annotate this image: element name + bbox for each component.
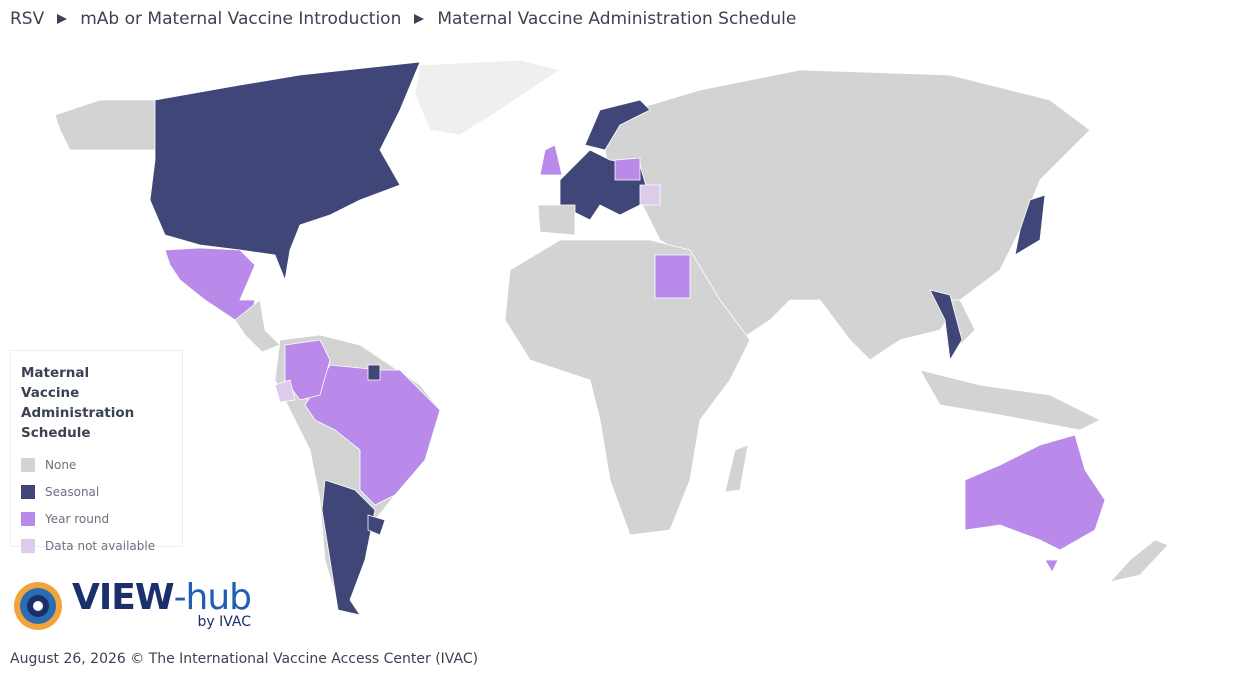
legend-swatch xyxy=(21,457,35,472)
country-region[interactable] xyxy=(1108,539,1169,583)
country-region[interactable] xyxy=(964,434,1106,551)
legend-swatch xyxy=(21,484,35,499)
breadcrumb-separator xyxy=(414,14,425,24)
country-region[interactable] xyxy=(1044,559,1059,573)
country-region[interactable] xyxy=(367,514,386,536)
country-region[interactable] xyxy=(919,369,1101,431)
legend-title: Maternal Vaccine Administration Schedule xyxy=(21,365,135,441)
legend-swatch xyxy=(21,511,35,526)
legend-item[interactable]: None xyxy=(21,451,172,478)
country-region[interactable] xyxy=(284,339,331,401)
breadcrumb: RSV mAb or Maternal Vaccine Introduction… xyxy=(10,9,796,29)
breadcrumb-item[interactable]: mAb or Maternal Vaccine Introduction xyxy=(80,9,402,29)
country-region[interactable] xyxy=(539,144,563,176)
legend-item[interactable]: Year round xyxy=(21,505,172,532)
legend-item[interactable]: Data not available xyxy=(21,532,172,559)
country-region[interactable] xyxy=(54,99,166,151)
country-region[interactable] xyxy=(304,364,441,506)
country-region[interactable] xyxy=(414,59,561,136)
logo: VIEW-hub by IVAC xyxy=(10,577,252,634)
legend-swatch xyxy=(21,538,35,553)
country-region[interactable] xyxy=(274,379,296,403)
country-region[interactable] xyxy=(614,157,641,181)
country-region[interactable] xyxy=(367,364,381,381)
country-region[interactable] xyxy=(149,61,421,282)
legend-label: None xyxy=(45,457,77,472)
breadcrumb-separator xyxy=(57,14,68,24)
country-region[interactable] xyxy=(929,289,963,362)
legend: Maternal Vaccine Administration Schedule… xyxy=(10,350,183,553)
logo-text: VIEW xyxy=(72,577,175,618)
country-region[interactable] xyxy=(639,184,661,206)
logo-byline: by IVAC xyxy=(197,614,252,630)
logo-text: -hub xyxy=(173,577,252,618)
country-region[interactable] xyxy=(724,444,749,493)
legend-label: Seasonal xyxy=(45,484,100,499)
country-region[interactable] xyxy=(504,239,751,536)
legend-item[interactable]: Seasonal xyxy=(21,478,172,505)
breadcrumb-item: Maternal Vaccine Administration Schedule xyxy=(437,9,797,29)
legend-label: Year round xyxy=(45,511,110,526)
country-region[interactable] xyxy=(1014,194,1046,256)
country-region[interactable] xyxy=(164,247,256,321)
country-region[interactable] xyxy=(584,99,651,151)
logo-icon xyxy=(14,582,62,630)
legend-label: Data not available xyxy=(45,538,156,553)
footer: August 26, 2026 © The International Vacc… xyxy=(10,651,479,667)
breadcrumb-item[interactable]: RSV xyxy=(10,9,45,29)
country-region[interactable] xyxy=(537,204,576,236)
country-region[interactable] xyxy=(654,254,691,299)
country-region[interactable] xyxy=(321,479,376,616)
